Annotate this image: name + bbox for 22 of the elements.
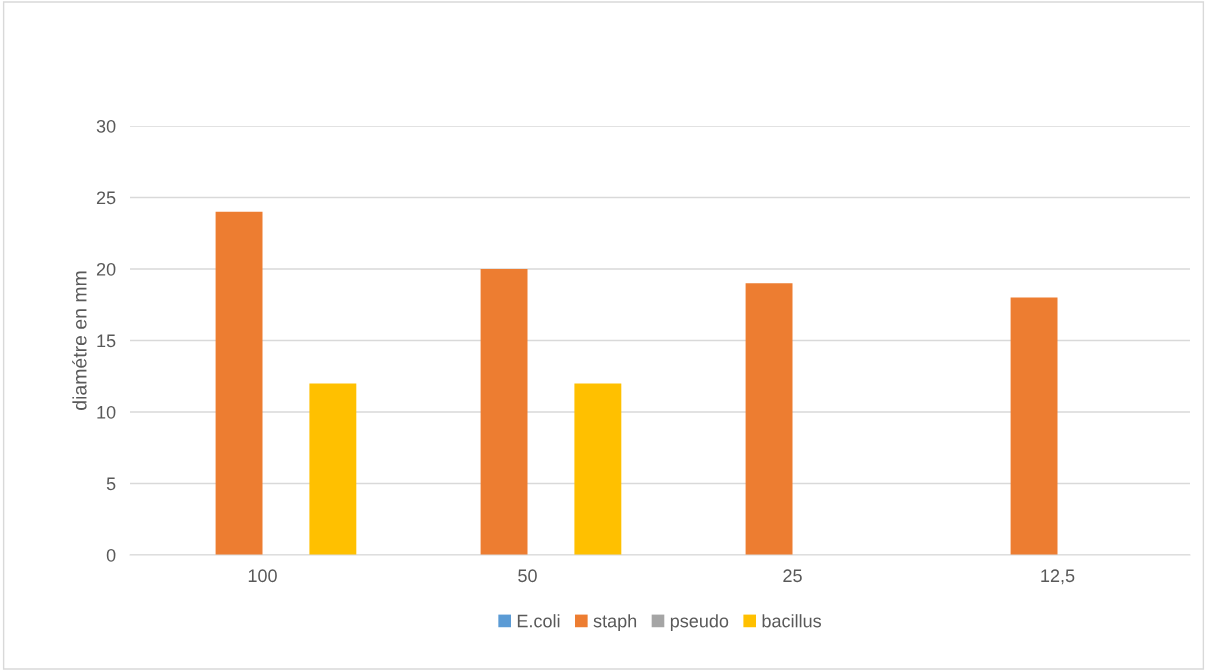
x-tick-label: 25 bbox=[783, 569, 802, 583]
y-tick-label: 20 bbox=[96, 262, 116, 276]
x-tick-label: 100 bbox=[248, 569, 277, 583]
legend-label: bacillus bbox=[762, 614, 822, 628]
y-axis-title: diamétre en mm bbox=[72, 271, 87, 410]
y-tick-label: 30 bbox=[96, 119, 116, 133]
y-tick-label: 5 bbox=[106, 477, 116, 491]
y-tick-label: 25 bbox=[96, 191, 116, 205]
bar bbox=[1010, 297, 1058, 555]
x-tick-label: 50 bbox=[518, 569, 537, 583]
y-tick-label: 0 bbox=[106, 548, 116, 562]
legend-label: E.coli bbox=[517, 614, 560, 628]
bar bbox=[574, 383, 622, 555]
bar bbox=[215, 211, 263, 555]
bar bbox=[745, 283, 793, 555]
y-tick-label: 10 bbox=[97, 405, 116, 419]
legend-label: pseudo bbox=[670, 614, 729, 631]
legend-label: staph bbox=[593, 614, 637, 631]
x-tick-label: 12,5 bbox=[1041, 569, 1075, 585]
y-tick-label: 15 bbox=[97, 334, 116, 348]
bar bbox=[309, 383, 357, 555]
bar bbox=[480, 269, 528, 555]
